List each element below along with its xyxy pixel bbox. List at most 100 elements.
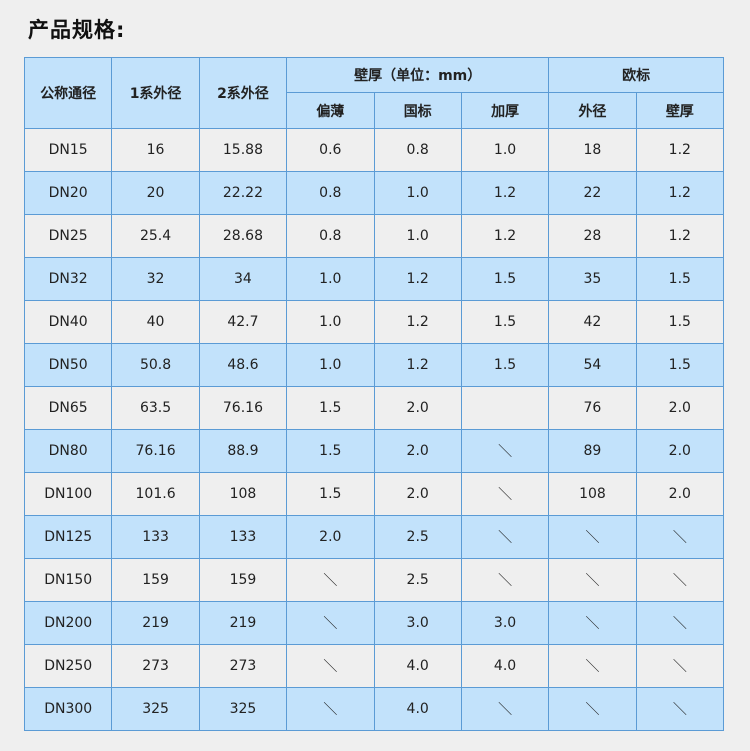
- table-cell: 1.2: [635, 128, 725, 172]
- header-euro-wall: 壁厚: [635, 92, 725, 129]
- table-cell: 20: [111, 171, 200, 215]
- table-cell: 1.0: [286, 343, 375, 387]
- header-series1: 1系外径: [111, 57, 200, 129]
- table-cell: DN150: [23, 558, 113, 602]
- table-cell: 1.2: [460, 171, 550, 215]
- table-cell: DN200: [23, 601, 113, 645]
- table-row: DN250 273 273 ＼ 4.0 4.0 ＼ ＼: [23, 644, 725, 688]
- table-cell: 1.2: [635, 171, 725, 215]
- table-cell: 1.2: [460, 214, 550, 258]
- table-cell: ＼: [286, 601, 375, 645]
- table-cell: ＼: [460, 429, 550, 473]
- table-cell: 133: [198, 515, 288, 559]
- table-cell: 40: [111, 300, 200, 344]
- table-cell: ＼: [548, 644, 637, 688]
- table-cell: 1.5: [460, 343, 550, 387]
- table-cell: 16: [111, 128, 200, 172]
- table-cell: 0.8: [286, 214, 375, 258]
- table-cell: ＼: [635, 515, 725, 559]
- table-cell: 2.0: [635, 429, 725, 473]
- table-cell: DN25: [23, 214, 113, 258]
- table-cell: ＼: [548, 515, 637, 559]
- table-row: DN65 63.5 76.16 1.5 2.0 76 2.0: [23, 386, 725, 430]
- table-cell: 18: [548, 128, 637, 172]
- table-cell: 133: [111, 515, 200, 559]
- table-cell: 32: [111, 257, 200, 301]
- table-cell: 4.0: [373, 687, 462, 731]
- table-cell: 325: [198, 687, 288, 731]
- table-cell: 35: [548, 257, 637, 301]
- table-cell: 2.5: [373, 558, 462, 602]
- table-cell: 0.8: [373, 128, 462, 172]
- table-cell: DN80: [23, 429, 113, 473]
- table-cell: 219: [111, 601, 200, 645]
- table-cell: 34: [198, 257, 288, 301]
- table-cell: ＼: [548, 601, 637, 645]
- table-cell: ＼: [460, 687, 550, 731]
- table-cell: 76.16: [111, 429, 200, 473]
- table-cell: 89: [548, 429, 637, 473]
- header-wall-thick: 加厚: [460, 92, 550, 129]
- table-cell: 273: [198, 644, 288, 688]
- table-cell: ＼: [635, 601, 725, 645]
- table-cell: DN125: [23, 515, 113, 559]
- table-body: DN15 16 15.88 0.6 0.8 1.0 18 1.2 DN20 20 22.22 0.8 1…: [23, 128, 725, 731]
- table-cell: DN65: [23, 386, 113, 430]
- table-row: DN125 133 133 2.0 2.5 ＼ ＼ ＼: [23, 515, 725, 559]
- table-row: DN40 40 42.7 1.0 1.2 1.5 42 1.5: [23, 300, 725, 344]
- table-row: DN20 20 22.22 0.8 1.0 1.2 22 1.2: [23, 171, 725, 215]
- header-wall-thin: 偏薄: [286, 92, 375, 129]
- table-row: DN25 25.4 28.68 0.8 1.0 1.2 28 1.2: [23, 214, 725, 258]
- table-cell: 159: [111, 558, 200, 602]
- table-cell: DN250: [23, 644, 113, 688]
- table-cell: ＼: [635, 558, 725, 602]
- table-cell: ＼: [548, 558, 637, 602]
- table-row: DN150 159 159 ＼ 2.5 ＼ ＼ ＼: [23, 558, 725, 602]
- table-cell: 15.88: [198, 128, 288, 172]
- table-cell: 1.0: [460, 128, 550, 172]
- table-cell: 22.22: [198, 171, 288, 215]
- header-wall-national: 国标: [373, 92, 462, 129]
- table-cell: 1.2: [373, 300, 462, 344]
- table-cell: DN40: [23, 300, 113, 344]
- table-cell: DN15: [23, 128, 113, 172]
- table-cell: 76.16: [198, 386, 288, 430]
- table-cell: 108: [548, 472, 637, 516]
- table-cell: 25.4: [111, 214, 200, 258]
- table-cell: 1.5: [635, 257, 725, 301]
- table-cell: 88.9: [198, 429, 288, 473]
- spec-table: 公称通径 1系外径 2系外径 壁厚（单位：mm） 欧标 偏薄 国标 加厚 外径 …: [23, 57, 725, 731]
- table-cell: 1.5: [460, 257, 550, 301]
- table-row: DN32 32 34 1.0 1.2 1.5 35 1.5: [23, 257, 725, 301]
- table-cell: 1.5: [286, 472, 375, 516]
- table-cell: 1.5: [286, 429, 375, 473]
- table-cell: 28: [548, 214, 637, 258]
- table-cell: 325: [111, 687, 200, 731]
- table-cell: 28.68: [198, 214, 288, 258]
- table-cell: 50.8: [111, 343, 200, 387]
- table-cell: DN20: [23, 171, 113, 215]
- table-cell: 2.0: [373, 429, 462, 473]
- table-cell: 219: [198, 601, 288, 645]
- table-cell: ＼: [460, 558, 550, 602]
- table-cell: 2.0: [373, 472, 462, 516]
- table-cell: 0.8: [286, 171, 375, 215]
- table-row: DN80 76.16 88.9 1.5 2.0 ＼ 89 2.0: [23, 429, 725, 473]
- table-cell: 3.0: [460, 601, 550, 645]
- table-row: DN50 50.8 48.6 1.0 1.2 1.5 54 1.5: [23, 343, 725, 387]
- table-cell: DN32: [23, 257, 113, 301]
- table-cell: 1.5: [286, 386, 375, 430]
- header-euro-group: 欧标: [548, 57, 724, 93]
- table-cell: ＼: [548, 687, 637, 731]
- table-cell: 2.0: [635, 386, 725, 430]
- header-nominal: 公称通径: [23, 57, 113, 129]
- table-cell: 1.2: [373, 343, 462, 387]
- table-cell: 0.6: [286, 128, 375, 172]
- header-euro-od: 外径: [548, 92, 637, 129]
- table-cell: ＼: [286, 558, 375, 602]
- table-cell: 2.0: [286, 515, 375, 559]
- table-cell: 2.5: [373, 515, 462, 559]
- table-row: DN100 101.6 108 1.5 2.0 ＼ 108 2.0: [23, 472, 725, 516]
- table-row: DN200 219 219 ＼ 3.0 3.0 ＼ ＼: [23, 601, 725, 645]
- table-cell: 101.6: [111, 472, 200, 516]
